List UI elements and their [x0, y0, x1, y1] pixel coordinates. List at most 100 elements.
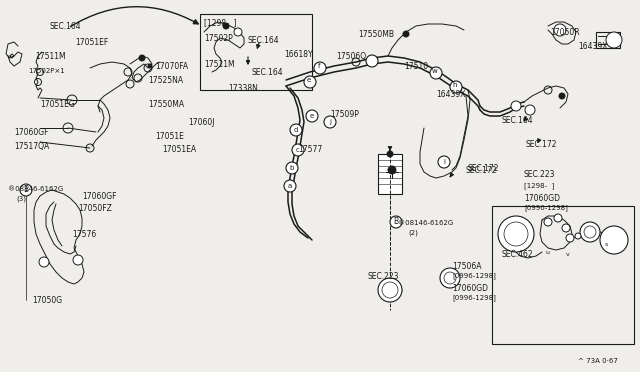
Circle shape — [223, 23, 229, 29]
Text: 17517QA: 17517QA — [14, 142, 49, 151]
Circle shape — [584, 226, 596, 238]
Text: 17525NA: 17525NA — [148, 76, 183, 85]
Circle shape — [440, 268, 460, 288]
Circle shape — [390, 216, 402, 228]
Text: 17060J: 17060J — [188, 118, 214, 127]
Text: 17511M: 17511M — [204, 60, 235, 69]
Circle shape — [388, 166, 396, 174]
Circle shape — [20, 184, 32, 196]
Text: SEC.172: SEC.172 — [526, 140, 557, 149]
Circle shape — [600, 226, 628, 254]
Text: 17050G: 17050G — [32, 296, 62, 305]
Circle shape — [290, 124, 302, 136]
Text: [1298-  ]: [1298- ] — [204, 18, 237, 27]
Text: e: e — [307, 77, 311, 83]
Text: 17060GF: 17060GF — [14, 128, 49, 137]
Text: 16439X: 16439X — [436, 90, 465, 99]
Text: ^ 73A 0·67: ^ 73A 0·67 — [578, 358, 618, 364]
Circle shape — [148, 64, 152, 68]
Text: j: j — [329, 119, 331, 125]
Circle shape — [559, 93, 565, 99]
Circle shape — [444, 272, 456, 284]
Circle shape — [234, 28, 242, 36]
Circle shape — [554, 24, 566, 36]
Text: SEC.172: SEC.172 — [466, 166, 497, 175]
Text: [0996-1298]: [0996-1298] — [452, 294, 496, 301]
Text: 17060GD: 17060GD — [524, 194, 560, 203]
Circle shape — [382, 282, 398, 298]
Circle shape — [504, 222, 528, 246]
Circle shape — [139, 55, 145, 61]
Text: u: u — [546, 250, 550, 255]
Text: 17338N: 17338N — [228, 84, 258, 93]
Text: [0996-1298]: [0996-1298] — [524, 204, 568, 211]
Text: 17051EA: 17051EA — [162, 145, 196, 154]
Text: SEC.164: SEC.164 — [252, 68, 284, 77]
Text: [0996-1298]: [0996-1298] — [452, 272, 496, 279]
Text: 16439X: 16439X — [578, 42, 607, 51]
Text: 17051EG: 17051EG — [40, 100, 75, 109]
Text: 17070FA: 17070FA — [155, 62, 188, 71]
Text: 17502P: 17502P — [204, 34, 233, 43]
Text: 17506Q: 17506Q — [336, 52, 366, 61]
Circle shape — [544, 218, 552, 226]
Text: 17550MB: 17550MB — [358, 30, 394, 39]
Circle shape — [403, 31, 409, 37]
Circle shape — [575, 233, 581, 239]
Circle shape — [450, 81, 462, 93]
Text: 17060GF: 17060GF — [82, 192, 116, 201]
Circle shape — [286, 162, 298, 174]
Text: 17577: 17577 — [298, 145, 323, 154]
Circle shape — [438, 156, 450, 168]
Bar — [378, 154, 402, 194]
Circle shape — [580, 222, 600, 242]
Bar — [200, 14, 312, 90]
Circle shape — [39, 257, 49, 267]
Circle shape — [554, 214, 562, 222]
Text: I: I — [443, 159, 445, 165]
Circle shape — [525, 105, 535, 115]
Text: SEC.223: SEC.223 — [368, 272, 399, 281]
Circle shape — [606, 32, 622, 48]
Bar — [596, 32, 620, 48]
Circle shape — [284, 180, 296, 192]
Text: e: e — [310, 113, 314, 119]
Circle shape — [562, 224, 570, 232]
Circle shape — [498, 216, 534, 252]
Text: 17050R: 17050R — [550, 28, 580, 37]
Text: (3): (3) — [16, 196, 26, 202]
Circle shape — [430, 67, 442, 79]
Circle shape — [566, 234, 574, 242]
Circle shape — [292, 144, 304, 156]
Circle shape — [314, 62, 326, 74]
Text: c: c — [296, 147, 300, 153]
Circle shape — [324, 116, 336, 128]
Text: 17510: 17510 — [404, 62, 428, 71]
Text: f: f — [317, 63, 320, 69]
Circle shape — [304, 76, 316, 88]
Text: SEC.462: SEC.462 — [502, 250, 534, 259]
Text: 17060GD: 17060GD — [452, 284, 488, 293]
Text: ®08146-6162G: ®08146-6162G — [398, 220, 453, 226]
Text: ®08146-6162G: ®08146-6162G — [8, 186, 63, 192]
Text: SEC.164: SEC.164 — [502, 116, 534, 125]
Text: s: s — [604, 241, 607, 247]
Text: 17051EF: 17051EF — [75, 38, 108, 47]
Text: v: v — [566, 252, 570, 257]
Text: d: d — [294, 127, 298, 133]
Text: SEC.223: SEC.223 — [524, 170, 556, 179]
Circle shape — [511, 101, 521, 111]
Text: (2): (2) — [408, 230, 418, 237]
Text: 17511M: 17511M — [35, 52, 66, 61]
Text: b: b — [290, 165, 294, 171]
Circle shape — [73, 255, 83, 265]
Text: 17051E: 17051E — [155, 132, 184, 141]
Text: 17509P: 17509P — [330, 110, 359, 119]
Text: 17502P×1: 17502P×1 — [28, 68, 65, 74]
Circle shape — [366, 55, 378, 67]
Text: SEC.164: SEC.164 — [248, 36, 280, 45]
Text: 17576: 17576 — [72, 230, 96, 239]
Text: 17506A: 17506A — [452, 262, 481, 271]
Text: h: h — [452, 82, 457, 88]
Text: a: a — [288, 183, 292, 189]
